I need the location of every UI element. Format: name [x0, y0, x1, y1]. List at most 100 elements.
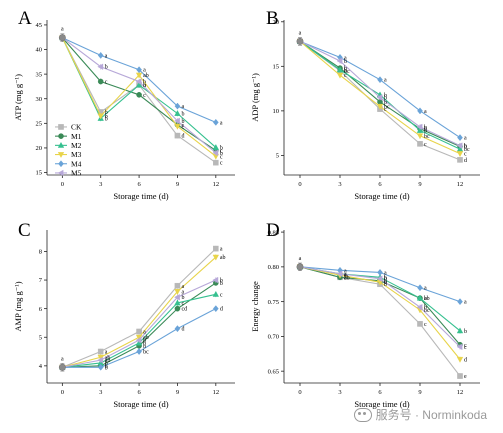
x-axis-label: Storage time (d) [354, 191, 409, 201]
significance-letter: a [344, 273, 347, 279]
x-tick-label: 0 [298, 389, 301, 396]
y-tick-label: 5 [39, 334, 42, 341]
legend-marker [57, 141, 65, 148]
significance-letter: a [344, 275, 347, 281]
x-tick-label: 12 [213, 181, 220, 188]
data-point [377, 268, 383, 276]
significance-letter: a [464, 136, 467, 142]
watermark: 服务号 · Norminkoda [353, 406, 487, 423]
significance-letter: c [384, 107, 387, 113]
y-tick-label: 7 [39, 277, 43, 284]
significance-letter: b [384, 279, 387, 285]
chart-panel-c: C 4 5 6 7 8 0 3 6 9 12 Storage time (d) AMP (mg g⁻¹)… [13, 220, 235, 409]
significance-letter: d [464, 158, 467, 164]
x-tick-label: 9 [176, 181, 179, 188]
significance-letter: a [299, 30, 302, 36]
data-point [135, 81, 143, 88]
y-axis-label: Energy change [250, 281, 260, 332]
data-point [336, 72, 344, 79]
significance-letter: c [181, 124, 184, 130]
significance-letter: a [105, 53, 108, 59]
significance-letter: b [143, 83, 146, 89]
data-point [456, 151, 464, 158]
x-tick-label: 9 [418, 389, 421, 396]
x-axis-label: Storage time (d) [113, 399, 168, 409]
data-point [174, 294, 180, 301]
panel-letter: B [266, 8, 279, 29]
significance-letter: d [464, 357, 467, 363]
significance-letter: c [464, 343, 467, 349]
significance-letter: a [344, 55, 347, 61]
y-tick-label: 30 [36, 96, 43, 103]
significance-letter: ab [105, 358, 111, 364]
data-point [212, 305, 219, 313]
legend-marker [58, 133, 64, 139]
data-point [336, 57, 343, 65]
significance-letter: b [105, 65, 108, 71]
significance-letter: ab [424, 296, 430, 302]
data-point [456, 327, 464, 334]
x-tick-label: 6 [378, 181, 382, 188]
x-axis-label: Storage time (d) [113, 191, 168, 201]
data-point [174, 299, 181, 306]
significance-letter: d [181, 134, 184, 140]
significance-letter: a [384, 270, 387, 276]
significance-letter: b [181, 111, 184, 117]
y-axis-label: AMP (mg g⁻¹) [13, 281, 23, 331]
significance-letter: c [464, 152, 467, 158]
data-point [416, 294, 424, 301]
significance-letter: c [220, 161, 223, 167]
significance-letter: b [105, 110, 108, 116]
significance-letter: b [105, 116, 108, 122]
data-point [376, 94, 383, 101]
y-tick-label: 15 [36, 170, 43, 177]
significance-letter: a [61, 356, 64, 362]
significance-letter: bc [143, 350, 149, 356]
panel-letter: D [266, 220, 280, 241]
significance-letter: a [464, 300, 467, 306]
significance-letter: c [220, 154, 223, 160]
x-tick-label: 12 [457, 181, 464, 188]
significance-letter: b [143, 80, 146, 86]
significance-letter: b [220, 281, 223, 287]
series-m5 [58, 276, 219, 371]
data-point [174, 123, 181, 130]
significance-letter: b [220, 278, 223, 284]
significance-letter: a [143, 68, 146, 74]
data-point [417, 321, 423, 327]
significance-letter: c [220, 292, 223, 298]
data-point [97, 78, 104, 85]
data-point [174, 282, 181, 289]
data-point [457, 373, 463, 379]
data-point [213, 245, 219, 252]
chart-panel-b: B 5 10 15 20 0 3 6 9 12 Storage time (d) ADP (mg g⁻… [250, 8, 480, 201]
significance-letter: b [181, 295, 184, 301]
origin-point [58, 34, 66, 42]
y-axis-label: ATP (mg g⁻¹) [13, 74, 23, 121]
legend-marker [57, 152, 65, 158]
significance-letter: b [344, 66, 347, 72]
data-point [376, 103, 384, 110]
x-tick-label: 6 [378, 389, 382, 396]
y-tick-label: 35 [36, 71, 43, 78]
data-point [97, 63, 104, 70]
data-point [174, 110, 181, 116]
significance-letter: ab [344, 275, 350, 281]
data-point [174, 325, 181, 333]
legend-marker [58, 160, 64, 168]
significance-letter: b [464, 329, 467, 335]
data-point [136, 328, 142, 335]
x-tick-label: 12 [457, 389, 464, 396]
y-tick-label: 0.65 [268, 368, 279, 375]
significance-letter: b [424, 127, 427, 133]
y-tick-label: 45 [36, 22, 43, 29]
data-point [174, 305, 181, 312]
x-axis-label: Storage time (d) [354, 399, 409, 409]
data-point [174, 289, 181, 295]
significance-letter: a [181, 104, 184, 110]
y-tick-label: 0.85 [268, 229, 279, 236]
significance-letter: b [384, 96, 387, 102]
data-point [97, 51, 104, 59]
